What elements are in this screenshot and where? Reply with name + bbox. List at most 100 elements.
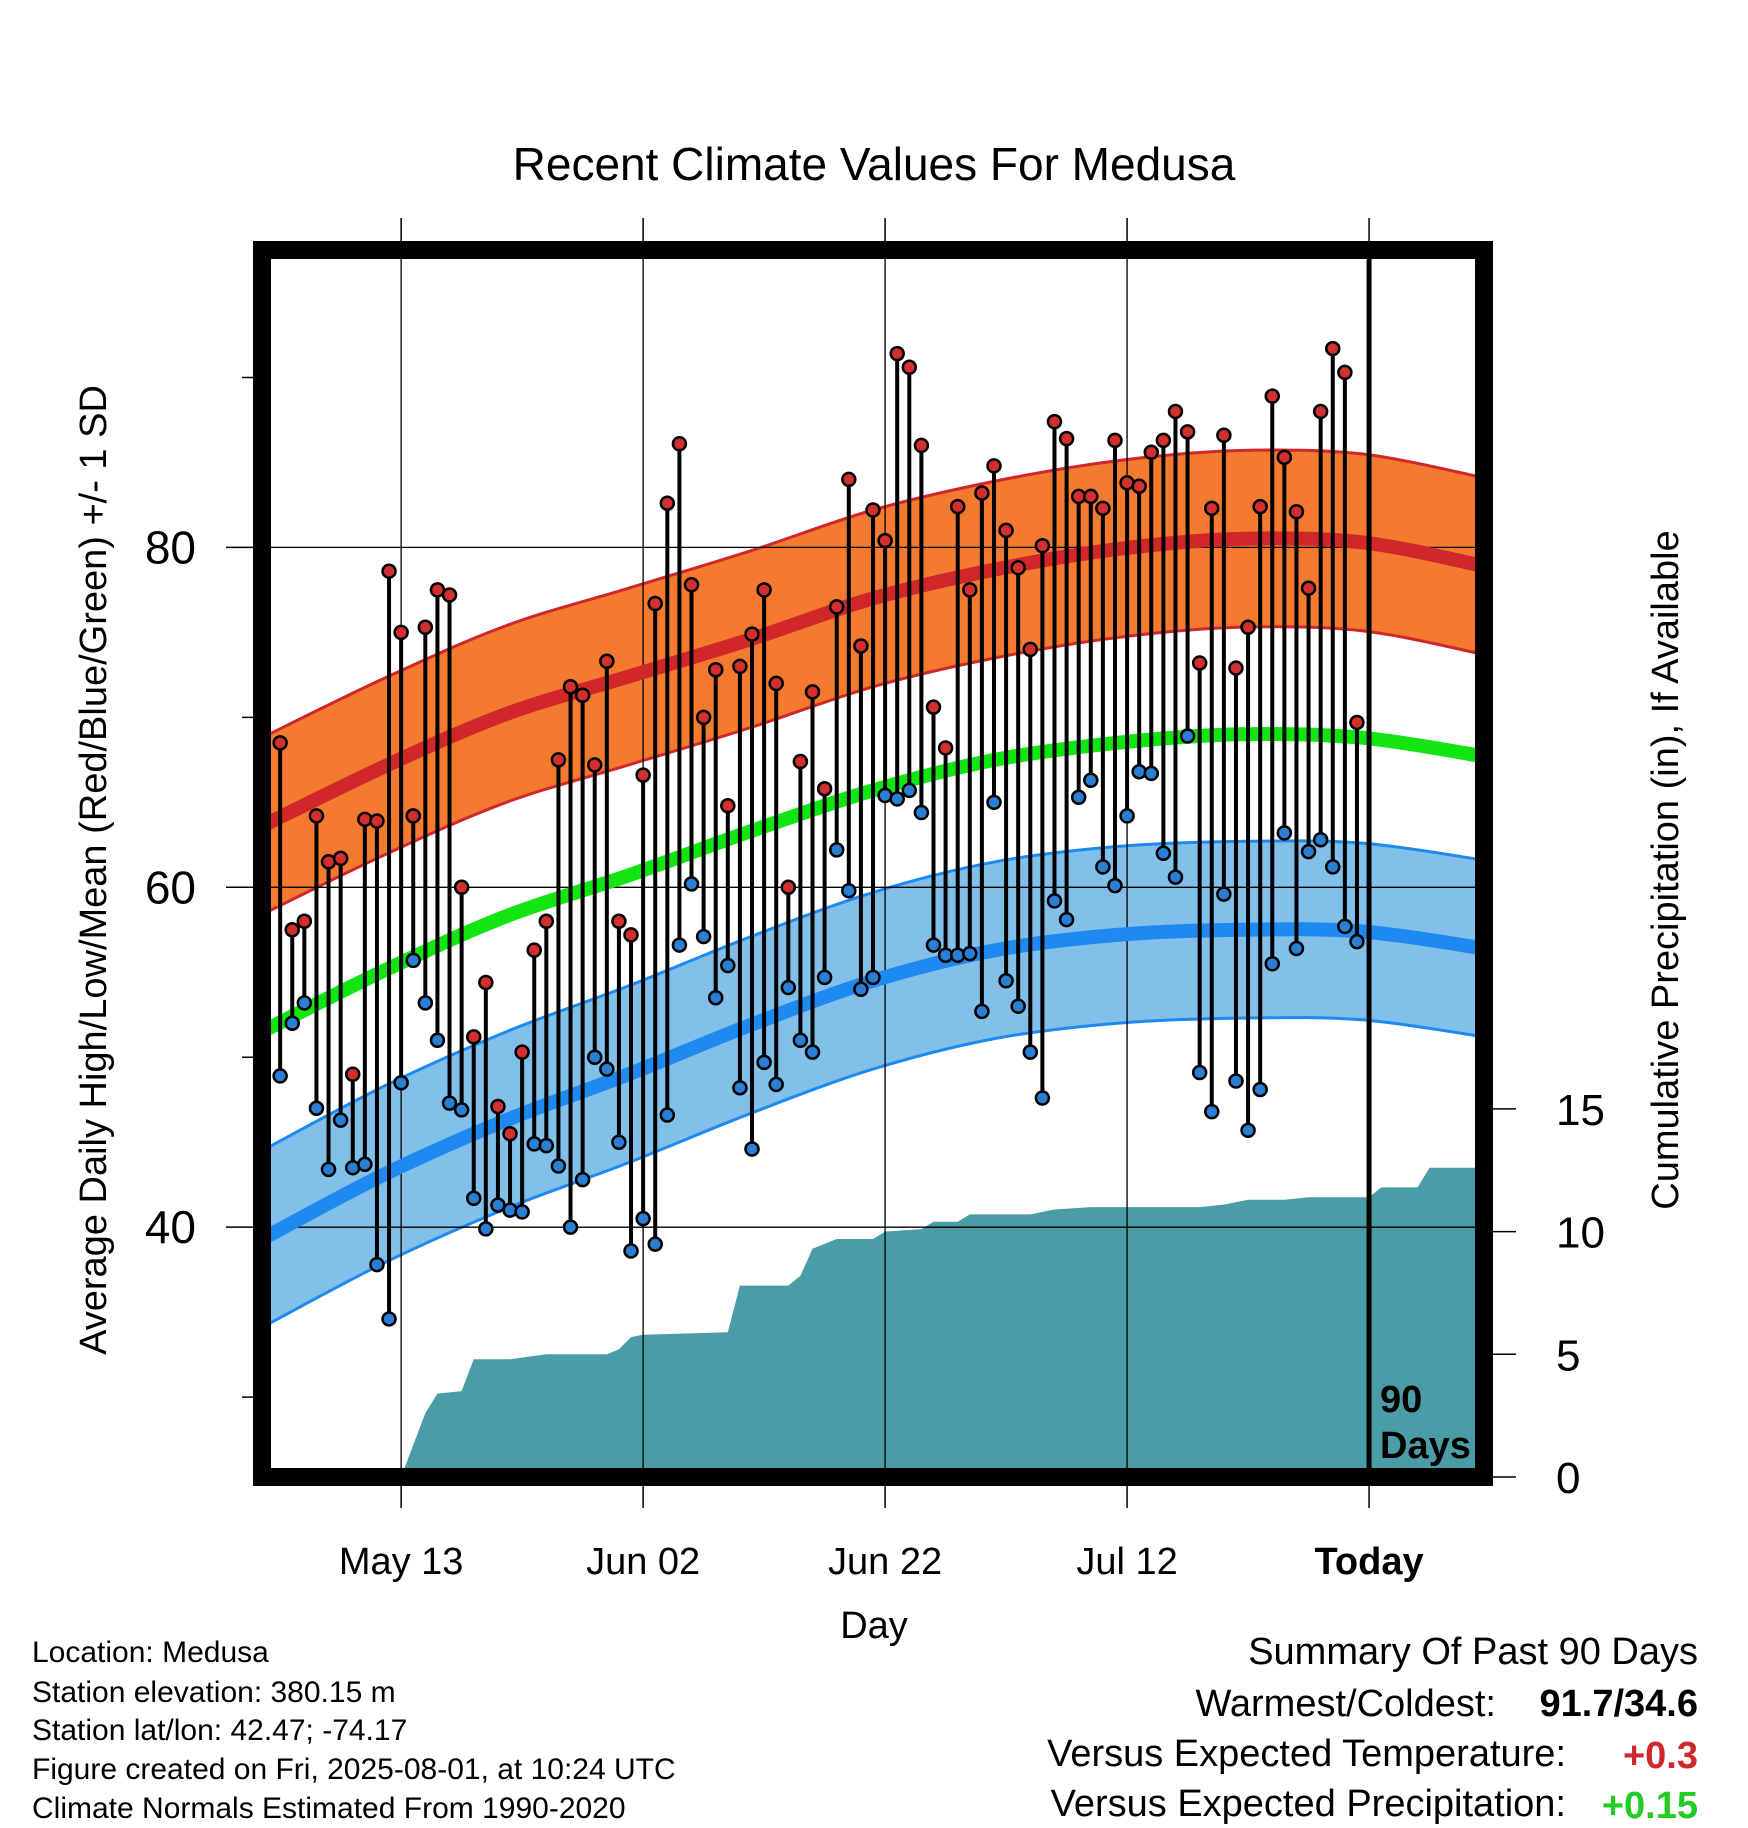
high-point <box>768 675 784 692</box>
x-tick-label: May 13 <box>339 1541 464 1583</box>
low-point <box>744 1141 760 1157</box>
high-point <box>369 813 385 829</box>
low-point <box>841 882 857 899</box>
low-point <box>1240 1122 1256 1139</box>
plot-frame <box>253 241 1493 1486</box>
high-point <box>417 619 434 636</box>
high-point <box>526 942 542 958</box>
low-point <box>393 1074 409 1091</box>
high-point <box>720 797 736 814</box>
y2-tick-label: 10 <box>1556 1209 1605 1258</box>
low-point <box>853 981 869 998</box>
daily-points <box>272 340 1365 1327</box>
high-point <box>478 974 494 991</box>
summary-temp-value: +0.3 <box>1623 1735 1698 1777</box>
y-tick-label: 40 <box>145 1201 196 1253</box>
summary-precip-label: Versus Expected Precipitation: <box>1051 1783 1566 1825</box>
high-point <box>1083 488 1099 505</box>
low-point <box>1070 789 1087 805</box>
low-point <box>1058 911 1075 928</box>
y-axis-label: Average Daily High/Low/Mean (Red/Blue/Gr… <box>73 385 115 1355</box>
high-point <box>514 1044 530 1060</box>
summary-precip-value: +0.15 <box>1602 1785 1698 1827</box>
low-point <box>962 945 978 962</box>
low-point <box>998 973 1014 989</box>
high-point <box>744 626 760 642</box>
low-point <box>478 1221 494 1237</box>
x-tick-label: Today <box>1315 1541 1424 1583</box>
high-point <box>756 582 772 598</box>
y2-tick-label: 5 <box>1556 1331 1580 1380</box>
high-point <box>659 495 676 511</box>
low-point <box>586 1049 603 1065</box>
high-point <box>405 808 421 824</box>
high-point <box>913 437 930 454</box>
low-point <box>562 1219 579 1235</box>
low-point <box>1107 877 1123 894</box>
high-point <box>586 757 603 773</box>
high-point <box>599 653 615 670</box>
high-point <box>381 563 397 579</box>
chart-title: Recent Climate Values For Medusa <box>513 138 1236 190</box>
low-point <box>1191 1064 1208 1081</box>
low-point <box>925 937 942 953</box>
low-point <box>792 1032 809 1048</box>
info-location: Location: Medusa <box>32 1636 269 1669</box>
high-point <box>901 359 918 376</box>
high-point <box>1300 580 1317 596</box>
high-point <box>574 687 591 704</box>
high-point <box>1252 498 1268 515</box>
high-point <box>1337 364 1353 381</box>
low-point <box>381 1311 397 1327</box>
x-axis-label: Day <box>840 1605 908 1647</box>
high-point <box>1191 655 1208 671</box>
chart-title-text: Recent Climate Values For Medusa <box>513 138 1236 190</box>
summary-warmest-label: Warmest/Coldest: <box>1195 1683 1496 1725</box>
summary-block: Summary Of Past 90 Days Warmest/Coldest:… <box>1047 1631 1698 1827</box>
low-point <box>1167 869 1184 885</box>
low-point <box>1143 765 1160 782</box>
y2-axis-label: Cumulative Precipitation (in), If Availa… <box>1645 530 1687 1209</box>
low-point <box>308 1100 325 1116</box>
precipitation-area <box>401 1167 1484 1477</box>
low-point <box>1300 843 1317 860</box>
high-point <box>925 699 942 715</box>
precipitation-fill <box>401 1167 1484 1477</box>
low-point <box>611 1134 627 1150</box>
axis-ticks: May 13 Jun 02 Jun 22 Jul 12 Today 40 60 80 0 5 10 1… <box>145 218 1605 1583</box>
high-point <box>1143 444 1160 460</box>
low-point <box>1119 808 1135 824</box>
low-point <box>974 1003 990 1020</box>
low-point <box>320 1161 337 1178</box>
low-point <box>272 1068 288 1084</box>
low-point <box>889 791 905 807</box>
low-point <box>865 969 881 986</box>
summary-temp-label: Versus Expected Temperature: <box>1047 1733 1566 1775</box>
high-point <box>683 577 700 593</box>
high-point <box>998 522 1014 539</box>
low-point <box>1179 728 1196 744</box>
high-point <box>1240 619 1256 636</box>
high-point <box>962 582 978 598</box>
high-point <box>853 638 869 654</box>
low-point <box>1312 831 1329 848</box>
high-point <box>296 913 313 930</box>
low-point <box>296 995 313 1011</box>
y2-tick-label: 0 <box>1556 1454 1580 1503</box>
low-point <box>465 1190 482 1207</box>
x-tick-label: Jun 22 <box>828 1541 942 1583</box>
high-point <box>1276 449 1293 466</box>
high-point <box>671 435 688 452</box>
low-point <box>1022 1044 1039 1060</box>
high-point <box>1325 340 1341 357</box>
low-point <box>538 1137 555 1154</box>
high-point <box>695 709 712 726</box>
low-point <box>1010 998 1026 1015</box>
y2-tick-label: 15 <box>1556 1086 1605 1135</box>
summary-warmest-value: 91.7/34.6 <box>1540 1683 1698 1725</box>
x-tick-label: Jul 12 <box>1076 1541 1177 1583</box>
high-point <box>465 1029 482 1045</box>
high-point <box>453 879 470 896</box>
low-point <box>1155 845 1172 862</box>
low-point <box>695 928 712 945</box>
